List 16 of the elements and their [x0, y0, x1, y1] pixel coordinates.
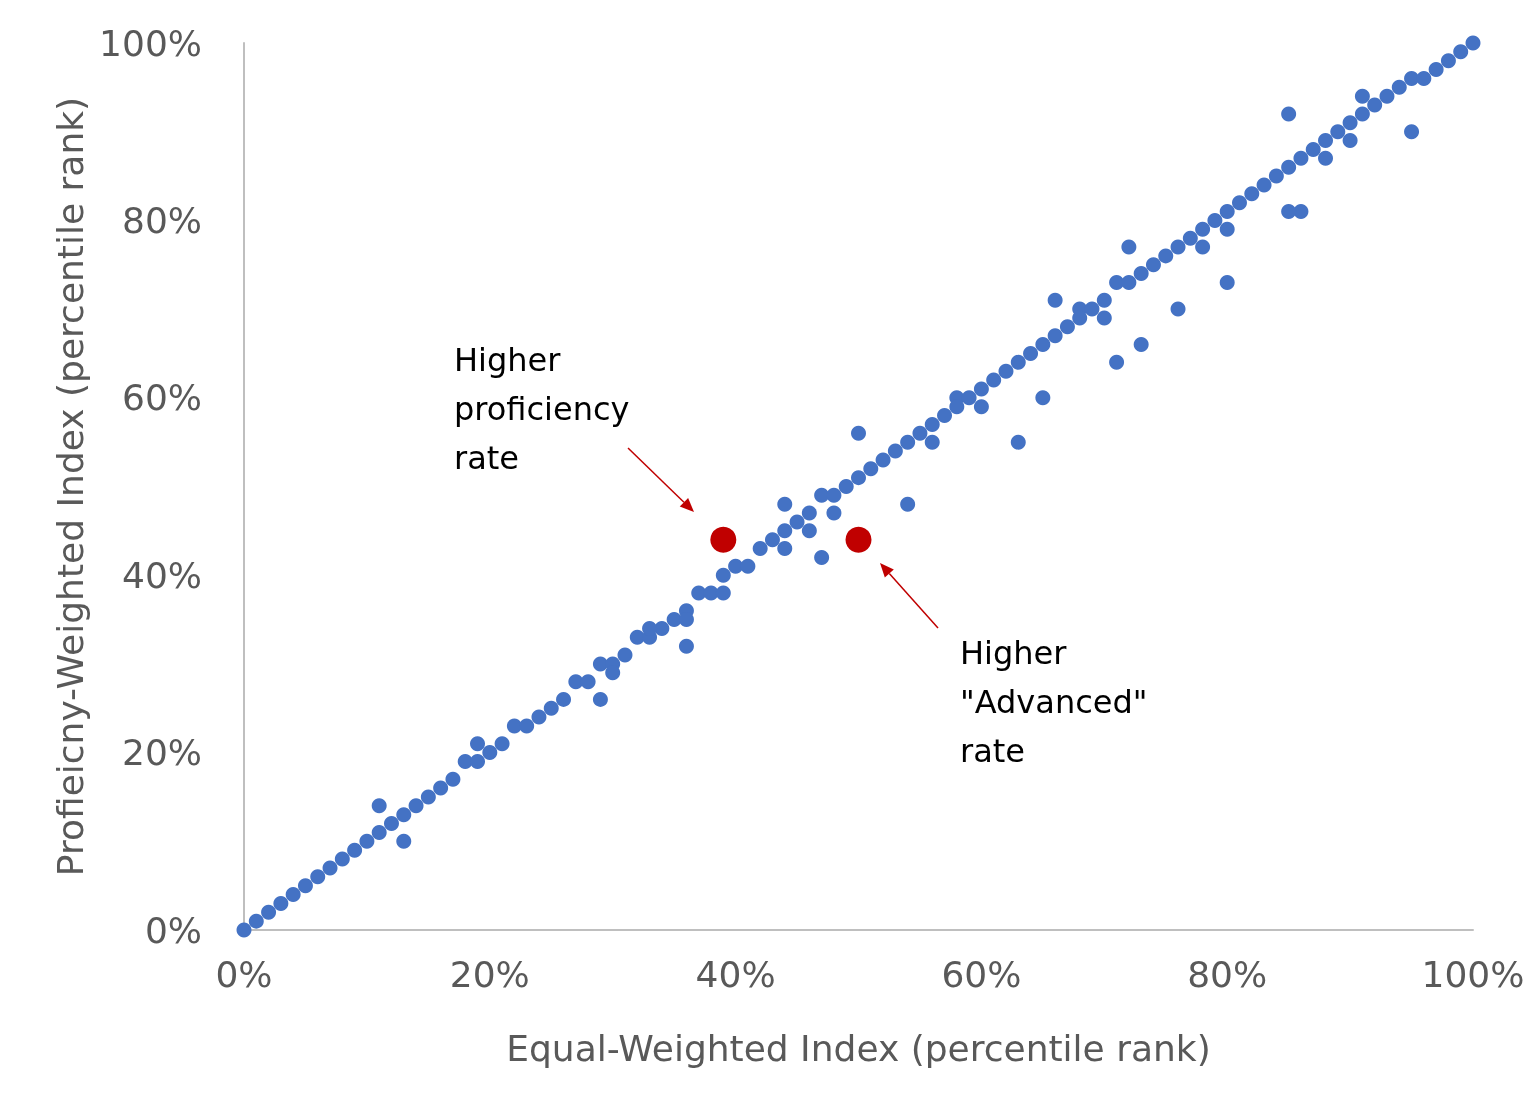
y-tick-label: 100% [99, 22, 202, 64]
y-tick-label: 20% [121, 732, 202, 774]
y-tick-label: 0% [144, 909, 202, 951]
y-tick-label: 80% [121, 199, 202, 241]
annotation: Higher "Advanced" rate [960, 633, 1148, 770]
y-tick-label: 40% [121, 554, 202, 596]
x-tick-label: 40% [695, 953, 776, 995]
x-axis-title: Equal-Weighted Index (percentile rank) [506, 1027, 1211, 1069]
x-tick-label: 60% [941, 953, 1022, 995]
x-tick-label: 20% [449, 953, 530, 995]
y-tick-label: 60% [121, 377, 202, 419]
x-tick-label: 80% [1187, 953, 1268, 995]
x-tick-label: 100% [1421, 953, 1525, 995]
y-axis-title: Profieicny-Weighted Index (percentile rank) [49, 96, 91, 877]
annotation: Higher proficiency rate [454, 340, 630, 477]
x-tick-label: 0% [215, 953, 273, 995]
